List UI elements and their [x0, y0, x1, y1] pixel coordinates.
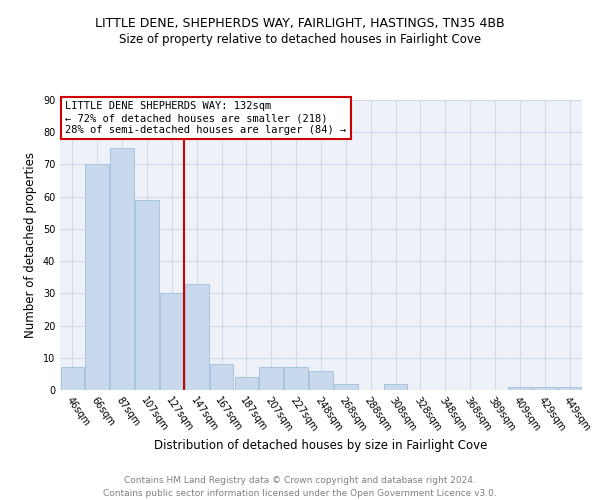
Text: LITTLE DENE, SHEPHERDS WAY, FAIRLIGHT, HASTINGS, TN35 4BB: LITTLE DENE, SHEPHERDS WAY, FAIRLIGHT, H… [95, 18, 505, 30]
Bar [135, 200, 159, 390]
Text: LITTLE DENE SHEPHERDS WAY: 132sqm
← 72% of detached houses are smaller (218)
28%: LITTLE DENE SHEPHERDS WAY: 132sqm ← 72% … [65, 102, 346, 134]
Bar [85, 164, 109, 390]
Bar [210, 364, 233, 390]
X-axis label: Distribution of detached houses by size in Fairlight Cove: Distribution of detached houses by size … [154, 438, 488, 452]
Bar [185, 284, 209, 390]
Bar [284, 368, 308, 390]
Text: Size of property relative to detached houses in Fairlight Cove: Size of property relative to detached ho… [119, 32, 481, 46]
Bar [309, 370, 333, 390]
Bar [110, 148, 134, 390]
Bar [508, 387, 532, 390]
Bar [558, 387, 581, 390]
Bar [235, 377, 258, 390]
Bar [533, 387, 557, 390]
Bar [384, 384, 407, 390]
Text: Contains HM Land Registry data © Crown copyright and database right 2024.
Contai: Contains HM Land Registry data © Crown c… [103, 476, 497, 498]
Bar [160, 294, 184, 390]
Bar [259, 368, 283, 390]
Bar [61, 368, 84, 390]
Bar [334, 384, 358, 390]
Y-axis label: Number of detached properties: Number of detached properties [24, 152, 37, 338]
